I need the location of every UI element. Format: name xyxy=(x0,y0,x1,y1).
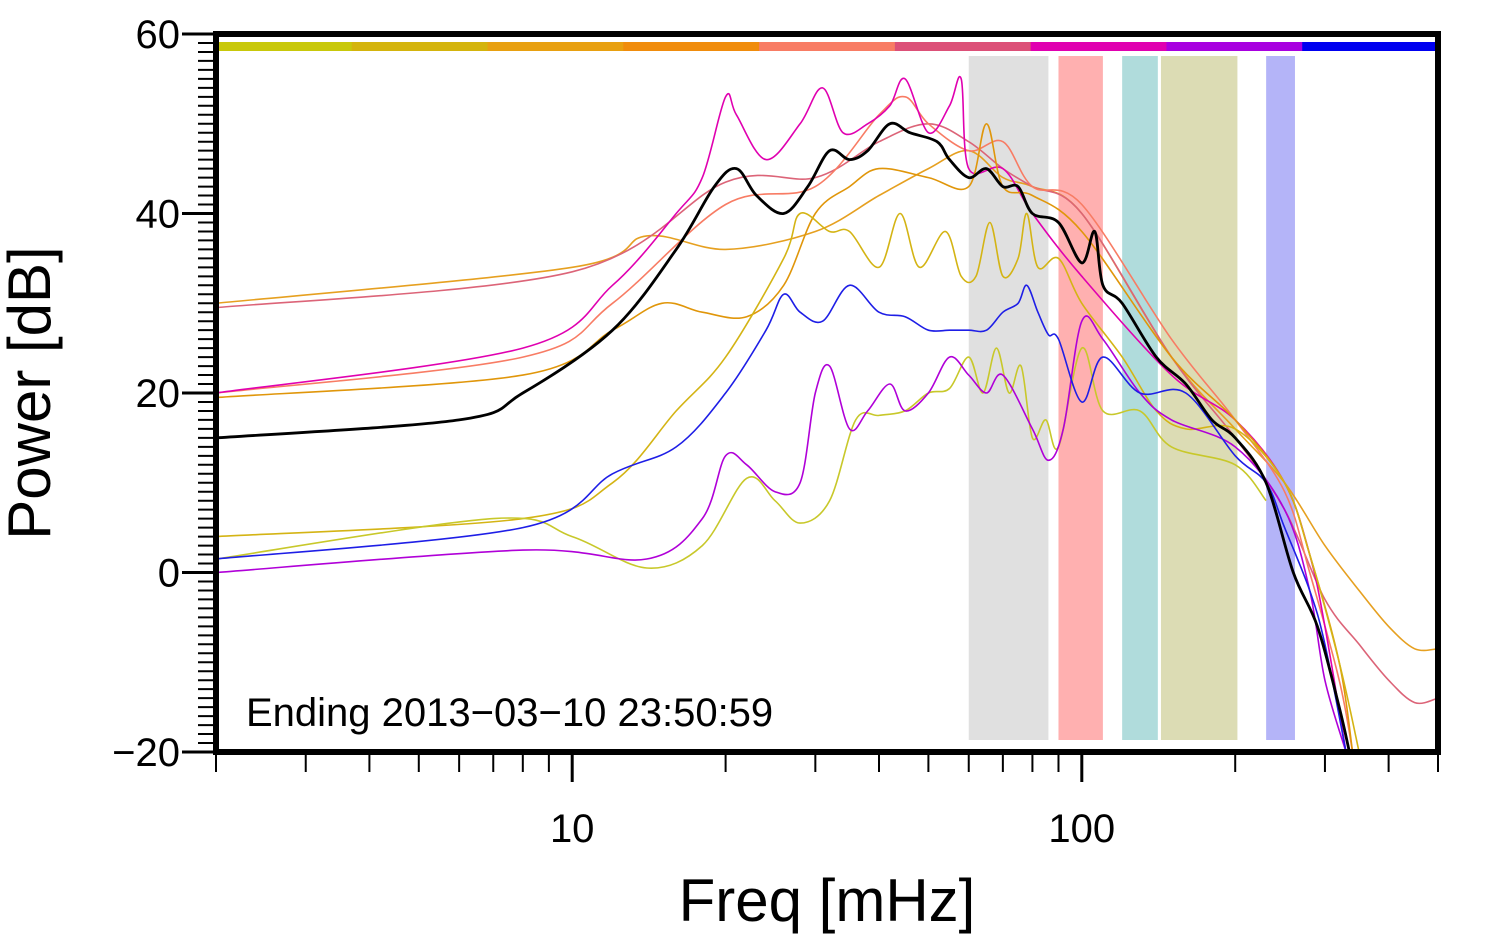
spectra-series xyxy=(216,75,1438,752)
y-tick-label: 60 xyxy=(136,13,181,57)
series-line-1 xyxy=(216,149,1438,652)
color-bar-segment-2 xyxy=(351,42,489,51)
y-tick-label: 20 xyxy=(136,372,181,416)
x-axis-ticks: 10 100 xyxy=(215,752,1439,851)
frequency-band-2 xyxy=(1058,56,1103,740)
frequency-bands xyxy=(968,56,1295,740)
series-line-8 xyxy=(216,315,1347,752)
series-line-2 xyxy=(216,123,1438,705)
frequency-band-5 xyxy=(1266,56,1295,740)
annotation-label: Ending 2013−03−10 23:50:59 xyxy=(246,691,773,735)
y-tick-label: 40 xyxy=(136,193,181,237)
color-bar-segment-4 xyxy=(623,42,760,51)
frequency-band-1 xyxy=(968,56,1049,740)
color-bar-segment-5 xyxy=(759,42,896,51)
x-tick-label: 100 xyxy=(1048,807,1115,851)
y-axis-label: Power [dB] xyxy=(0,246,63,539)
color-bar-segment-9 xyxy=(1302,42,1439,51)
series-line-9 xyxy=(216,284,1347,752)
series-line-7 xyxy=(216,347,1267,569)
y-axis-ticks: −20 0 20 40 60 xyxy=(112,13,216,775)
frequency-band-3 xyxy=(1122,56,1158,740)
series-line-10 xyxy=(216,121,1351,752)
series-line-3 xyxy=(216,95,1354,752)
y-tick-label: 0 xyxy=(158,552,180,596)
y-tick-label: −20 xyxy=(112,731,180,775)
series-line-6 xyxy=(216,212,1360,752)
x-axis-label: Freq [mHz] xyxy=(679,867,976,934)
top-color-bar xyxy=(216,42,1439,51)
color-bar-segment-7 xyxy=(1030,42,1167,51)
color-bar-segment-8 xyxy=(1166,42,1303,51)
color-bar-segment-6 xyxy=(894,42,1032,51)
plot-frame xyxy=(213,31,1441,755)
x-tick-label: 10 xyxy=(550,807,595,851)
color-bar-segment-3 xyxy=(487,42,624,51)
frequency-band-4 xyxy=(1160,56,1238,740)
color-bar-segment-1 xyxy=(216,42,353,51)
